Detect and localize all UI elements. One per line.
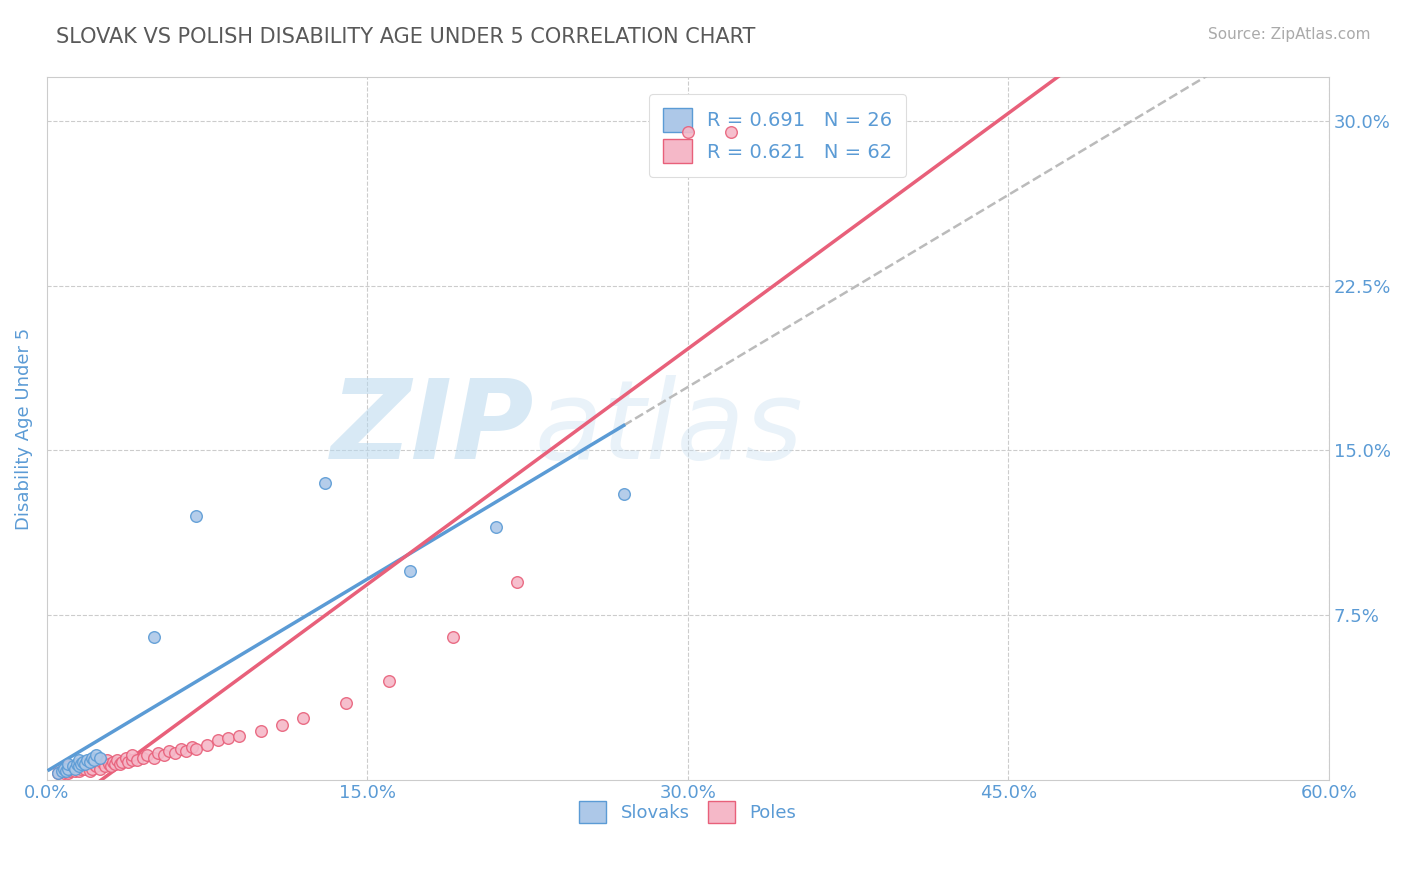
Point xyxy=(53,766,76,780)
Point xyxy=(91,755,114,769)
Point xyxy=(249,724,271,739)
Point xyxy=(79,764,101,778)
Point xyxy=(46,766,69,780)
Point xyxy=(125,753,148,767)
Point xyxy=(146,746,169,760)
Point xyxy=(104,757,127,772)
Point xyxy=(170,742,193,756)
Point xyxy=(165,746,187,760)
Point xyxy=(72,755,94,769)
Text: ZIP: ZIP xyxy=(330,375,534,482)
Point xyxy=(314,476,336,491)
Point xyxy=(51,764,73,778)
Point xyxy=(53,762,76,776)
Point xyxy=(66,759,89,773)
Point xyxy=(186,509,208,524)
Point xyxy=(58,762,80,776)
Point xyxy=(93,759,115,773)
Point xyxy=(79,755,101,769)
Point xyxy=(174,744,197,758)
Point xyxy=(121,748,143,763)
Point xyxy=(335,696,357,710)
Point xyxy=(100,759,122,773)
Point xyxy=(186,742,208,756)
Point xyxy=(62,759,84,773)
Point xyxy=(97,757,120,772)
Point xyxy=(207,733,229,747)
Point xyxy=(484,520,506,534)
Point xyxy=(613,487,636,501)
Point xyxy=(218,731,240,745)
Point xyxy=(58,757,80,772)
Text: Source: ZipAtlas.com: Source: ZipAtlas.com xyxy=(1208,27,1371,42)
Point xyxy=(55,762,77,776)
Point xyxy=(676,125,699,139)
Point xyxy=(70,757,93,772)
Point xyxy=(76,753,98,767)
Point xyxy=(66,757,89,772)
Point xyxy=(83,753,105,767)
Text: SLOVAK VS POLISH DISABILITY AGE UNDER 5 CORRELATION CHART: SLOVAK VS POLISH DISABILITY AGE UNDER 5 … xyxy=(56,27,755,46)
Point xyxy=(84,748,107,763)
Point xyxy=(101,755,124,769)
Point xyxy=(108,757,131,772)
Point xyxy=(399,564,422,578)
Point xyxy=(59,764,82,778)
Point xyxy=(75,757,97,772)
Point xyxy=(142,750,165,764)
Point xyxy=(80,762,103,776)
Point xyxy=(75,762,97,776)
Text: atlas: atlas xyxy=(534,375,803,482)
Point xyxy=(70,762,93,776)
Point xyxy=(441,630,464,644)
Point xyxy=(506,575,529,590)
Point xyxy=(195,738,218,752)
Point xyxy=(270,718,292,732)
Point xyxy=(51,764,73,778)
Point xyxy=(58,766,80,780)
Point xyxy=(377,673,399,688)
Point xyxy=(292,711,315,725)
Point xyxy=(63,762,86,776)
Point xyxy=(46,766,69,780)
Point xyxy=(157,744,180,758)
Point xyxy=(89,750,111,764)
Point xyxy=(55,764,77,778)
Point xyxy=(136,748,159,763)
Point xyxy=(63,764,86,778)
Point xyxy=(89,762,111,776)
Point xyxy=(142,630,165,644)
Point xyxy=(58,759,80,773)
Point xyxy=(67,757,90,772)
Point xyxy=(62,762,84,776)
Point xyxy=(83,757,105,772)
Point xyxy=(115,750,138,764)
Point xyxy=(72,759,94,773)
Point xyxy=(79,755,101,769)
Point xyxy=(720,125,742,139)
Point xyxy=(67,764,90,778)
Y-axis label: Disability Age Under 5: Disability Age Under 5 xyxy=(15,327,32,530)
Point xyxy=(67,753,90,767)
Point xyxy=(121,753,143,767)
Point xyxy=(84,759,107,773)
Point xyxy=(105,753,128,767)
Point xyxy=(111,755,134,769)
Point xyxy=(132,750,155,764)
Point xyxy=(67,759,90,773)
Point xyxy=(181,739,204,754)
Point xyxy=(228,729,250,743)
Point xyxy=(80,750,103,764)
Point xyxy=(96,753,118,767)
Point xyxy=(87,755,110,769)
Point xyxy=(153,748,176,763)
Point xyxy=(117,755,139,769)
Legend: Slovaks, Poles: Slovaks, Poles xyxy=(568,790,807,834)
Point xyxy=(76,757,98,772)
